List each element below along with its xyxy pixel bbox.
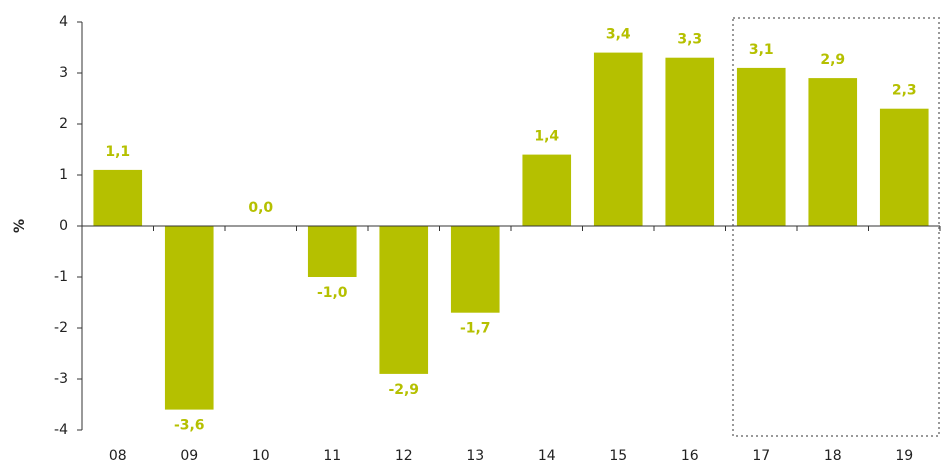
y-tick-label: 2 — [59, 116, 68, 132]
value-label: 3,4 — [606, 27, 631, 43]
value-label: 2,3 — [892, 83, 917, 99]
x-tick-label: 12 — [395, 448, 413, 464]
value-label: 3,1 — [749, 42, 774, 58]
value-label: 1,4 — [534, 129, 559, 145]
x-tick-label: 18 — [824, 448, 842, 464]
bar — [522, 154, 572, 226]
y-tick-label: 4 — [59, 14, 68, 30]
forecast-box — [732, 17, 940, 437]
value-label: -1,7 — [460, 321, 491, 337]
y-tick-label: 1 — [59, 167, 68, 183]
bar — [164, 226, 214, 410]
y-tick-label: -1 — [54, 269, 68, 285]
x-tick-label: 13 — [466, 448, 484, 464]
y-tick-label: -3 — [54, 371, 68, 387]
x-tick-label: 15 — [609, 448, 627, 464]
bar — [665, 57, 715, 227]
x-tick-label: 10 — [252, 448, 270, 464]
x-tick-label: 14 — [538, 448, 556, 464]
value-label: -1,0 — [317, 285, 348, 301]
bar — [808, 78, 858, 226]
y-tick-label: -2 — [54, 320, 68, 336]
value-label: 2,9 — [820, 52, 845, 68]
value-label: -2,9 — [388, 382, 419, 398]
x-tick-label: 17 — [752, 448, 770, 464]
bar — [379, 226, 429, 374]
x-tick-label: 16 — [681, 448, 699, 464]
x-tick-label: 11 — [323, 448, 341, 464]
x-tick-label: 19 — [895, 448, 913, 464]
bar — [307, 226, 357, 277]
bar — [879, 108, 929, 226]
value-label: 0,0 — [248, 200, 273, 216]
y-axis-label: % — [12, 219, 28, 233]
x-tick-label: 08 — [109, 448, 127, 464]
y-tick-label: 3 — [59, 65, 68, 81]
value-label: 1,1 — [105, 144, 130, 160]
bar — [450, 226, 500, 313]
bar — [593, 52, 643, 226]
x-tick-label: 09 — [180, 448, 198, 464]
y-tick-label: -4 — [54, 422, 68, 438]
y-tick-label: 0 — [59, 218, 68, 234]
value-label: -3,6 — [174, 418, 205, 434]
value-label: 3,3 — [677, 32, 702, 48]
bar — [93, 169, 143, 226]
bar — [736, 67, 786, 227]
